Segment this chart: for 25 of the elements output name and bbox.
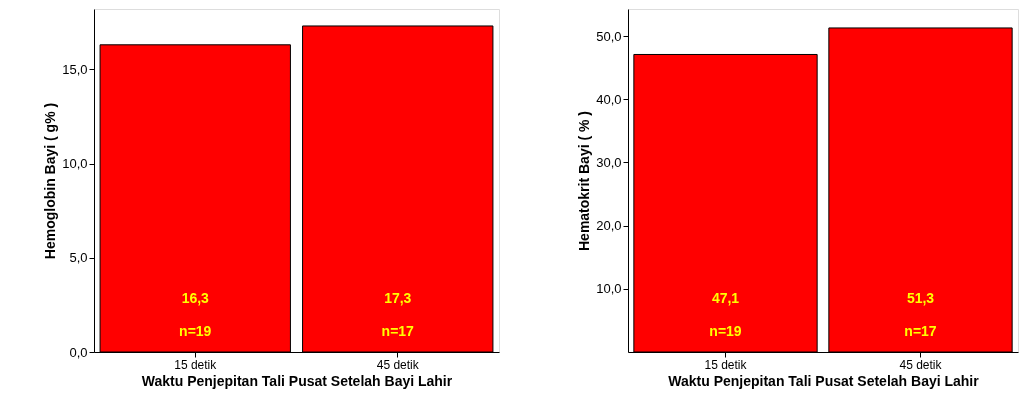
y-tick-label: 30,0 [596,155,622,170]
y-tick-label: 10,0 [62,156,88,172]
text: 51,3 [906,290,935,306]
y-tick-label: 5,0 [69,250,88,266]
y-tick-label: 10,0 [596,281,622,297]
text: 16,3 [181,290,209,306]
x-tick-label: 15 detik [174,357,218,372]
text: 47,1 [711,290,740,306]
annotation: n=19 [709,323,742,339]
y-axis-title: Hematokrit Bayi ( % ) [576,110,593,252]
x-tick-label: 45 detik [899,357,943,372]
y-tick-label: 0,0 [69,344,88,360]
x-axis-title: Waktu Penjepitan Tali Pusat Setelah Bayi Lahir [668,372,980,389]
y-tick-label: 40,0 [596,91,622,107]
x-tick-label: 15 detik [704,357,748,372]
x-axis-title: Waktu Penjepitan Tali Pusat Setelah Bayi Lahir [141,372,453,389]
annotation: n=17 [381,323,415,339]
y-axis-title: Hemoglobin Bayi ( g% ) [42,102,59,260]
annotation: n=19 [179,323,212,339]
text: 17,3 [384,290,412,306]
annotation: n=17 [904,323,937,339]
y-tick-label: 15,0 [62,61,88,77]
x-tick-label: 45 detik [376,357,420,372]
y-tick-label: 20,0 [596,218,622,234]
y-tick-label: 50,0 [596,28,622,44]
